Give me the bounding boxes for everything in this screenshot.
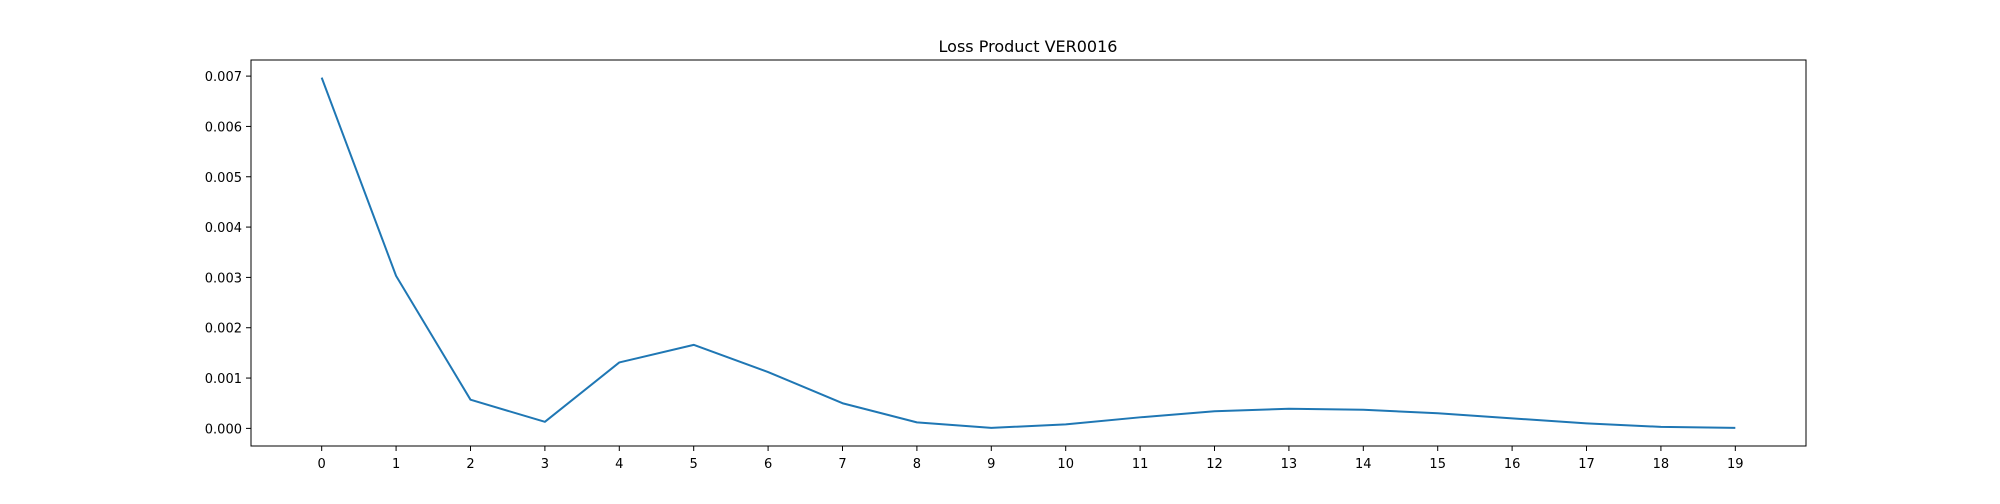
x-tick-label: 2 xyxy=(466,457,474,472)
x-tick-label: 6 xyxy=(764,457,772,472)
chart-title: Loss Product VER0016 xyxy=(939,37,1118,56)
x-tick-label: 11 xyxy=(1132,457,1149,472)
x-tick-label: 17 xyxy=(1578,457,1595,472)
axes-frame xyxy=(250,59,1807,447)
plot-area xyxy=(250,59,1807,447)
x-tick-label: 7 xyxy=(838,457,846,472)
series-line-0 xyxy=(320,77,1736,429)
y-axis: 0.000 0.001 0.002 0.003 0.004 0.005 0.006 0.007 xyxy=(205,70,251,437)
x-tick-label: 15 xyxy=(1429,457,1446,472)
x-tick-label: 3 xyxy=(541,457,549,472)
y-tick-label: 0.007 xyxy=(205,70,242,85)
x-tick-label: 10 xyxy=(1057,457,1074,472)
x-tick-label: 12 xyxy=(1206,457,1223,472)
y-tick-label: 0.002 xyxy=(205,322,242,337)
y-tick-label: 0.001 xyxy=(205,372,242,387)
x-tick-label: 4 xyxy=(615,457,623,472)
x-tick-label: 13 xyxy=(1281,457,1298,472)
x-tick-label: 18 xyxy=(1653,457,1670,472)
x-tick-label: 16 xyxy=(1504,457,1521,472)
x-tick-label: 1 xyxy=(392,457,400,472)
x-tick-label: 9 xyxy=(987,457,995,472)
x-tick-label: 14 xyxy=(1355,457,1372,472)
x-tick-label: 19 xyxy=(1727,457,1744,472)
y-tick-label: 0.004 xyxy=(205,221,242,236)
y-tick-label: 0.006 xyxy=(205,120,242,135)
x-tick-label: 0 xyxy=(318,457,326,472)
y-tick-label: 0.005 xyxy=(205,171,242,186)
x-axis: 0 1 2 3 4 5 6 7 8 9 10 11 12 13 14 15 16 17 18 19 xyxy=(318,446,1744,472)
y-tick-label: 0.003 xyxy=(205,271,242,286)
x-tick-label: 5 xyxy=(690,457,698,472)
x-tick-label: 8 xyxy=(913,457,921,472)
y-tick-label: 0.000 xyxy=(205,422,242,437)
